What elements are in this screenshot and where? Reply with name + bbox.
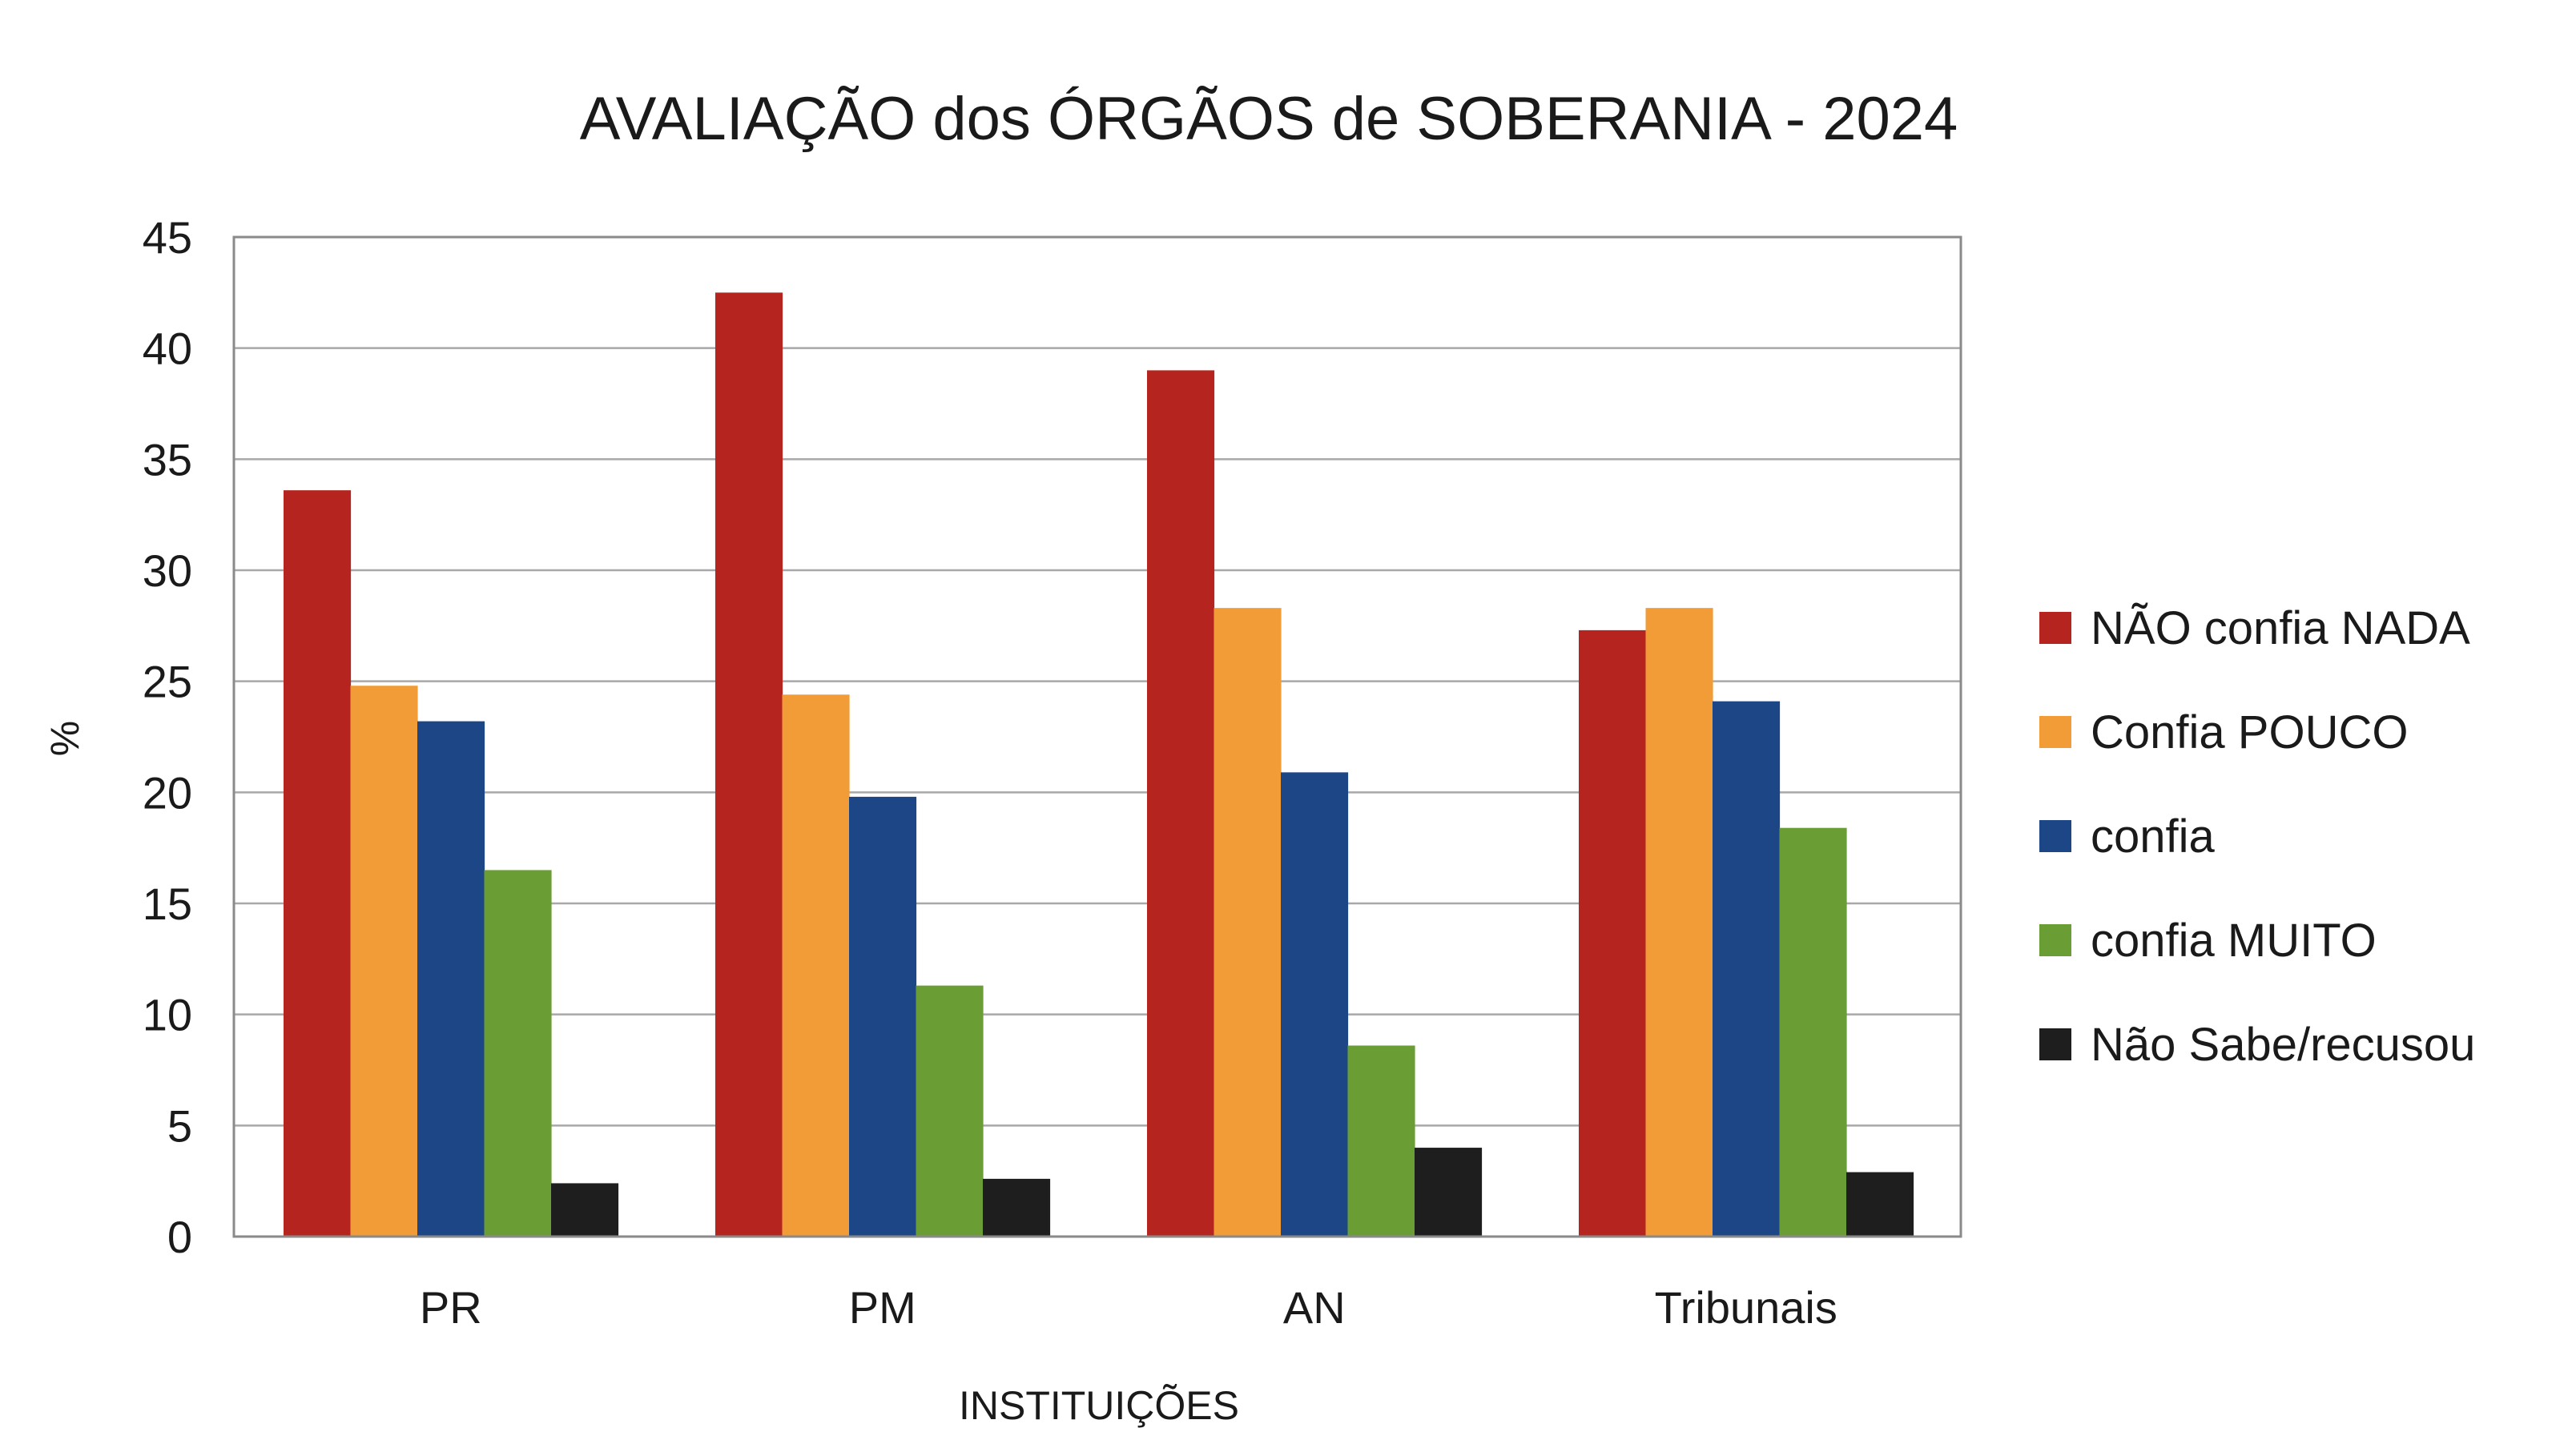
legend-swatch <box>2039 820 2071 852</box>
x-category-label: PR <box>420 1282 482 1333</box>
bar-pr-series-4 <box>484 870 552 1237</box>
y-tick-label: 35 <box>143 434 192 485</box>
legend-swatch <box>2039 612 2071 644</box>
y-tick-label: 40 <box>143 324 192 374</box>
bar-pr-series-5 <box>551 1183 619 1237</box>
bar-tribunais-series-1 <box>1579 629 1647 1237</box>
bar-pm-series-3 <box>849 796 917 1237</box>
legend-swatch <box>2039 716 2071 748</box>
y-axis-label: % <box>42 721 87 756</box>
x-category-label: AN <box>1283 1282 1346 1333</box>
y-tick-label: 25 <box>143 657 192 707</box>
legend-label: confia MUITO <box>2091 915 2377 967</box>
bar-tribunais-series-3 <box>1713 701 1781 1237</box>
bar-pm-series-4 <box>916 985 984 1237</box>
y-tick-label: 10 <box>143 990 192 1040</box>
x-category-labels: PR PM AN Tribunais <box>420 1282 1837 1333</box>
legend-label: Não Sabe/recusou <box>2091 1019 2475 1071</box>
bars <box>284 292 1914 1237</box>
chart-title: AVALIAÇÃO dos ÓRGÃOS de SOBERANIA - 2024 <box>580 85 1958 153</box>
bar-pm-series-5 <box>983 1178 1051 1237</box>
bar-pm-series-2 <box>782 694 850 1237</box>
y-tick-label: 30 <box>143 545 192 596</box>
y-tick-label: 15 <box>143 879 192 929</box>
legend-swatch <box>2039 924 2071 956</box>
bar-pr-series-3 <box>417 721 485 1237</box>
x-category-label: Tribunais <box>1655 1282 1837 1333</box>
y-tick-label: 5 <box>167 1100 192 1151</box>
bar-an-series-3 <box>1281 772 1349 1237</box>
bar-pr-series-1 <box>284 490 352 1237</box>
legend-label: confia <box>2091 810 2216 863</box>
bar-an-series-4 <box>1347 1045 1415 1237</box>
bar-pr-series-2 <box>350 686 418 1237</box>
bar-an-series-5 <box>1415 1148 1483 1237</box>
bar-tribunais-series-5 <box>1846 1172 1914 1237</box>
bar-tribunais-series-2 <box>1645 608 1713 1237</box>
bar-an-series-2 <box>1214 608 1282 1237</box>
legend-label: NÃO confia NADA <box>2091 602 2470 654</box>
plot-frame <box>232 235 1962 1238</box>
legend: NÃO confia NADA Confia POUCO confia confia … <box>2039 602 2475 1071</box>
x-category-label: PM <box>849 1282 916 1333</box>
y-tick-labels: 0 5 10 15 20 25 30 35 40 45 <box>143 212 192 1262</box>
bar-pm-series-1 <box>715 292 783 1237</box>
legend-swatch <box>2039 1028 2071 1060</box>
y-tick-label: 20 <box>143 767 192 818</box>
x-axis-label: INSTITUIÇÕES <box>959 1383 1239 1428</box>
y-tick-label: 0 <box>167 1212 192 1262</box>
legend-label: Confia POUCO <box>2091 706 2408 758</box>
bar-tribunais-series-4 <box>1779 827 1847 1237</box>
y-tick-label: 45 <box>143 212 192 263</box>
bar-an-series-1 <box>1147 370 1215 1237</box>
